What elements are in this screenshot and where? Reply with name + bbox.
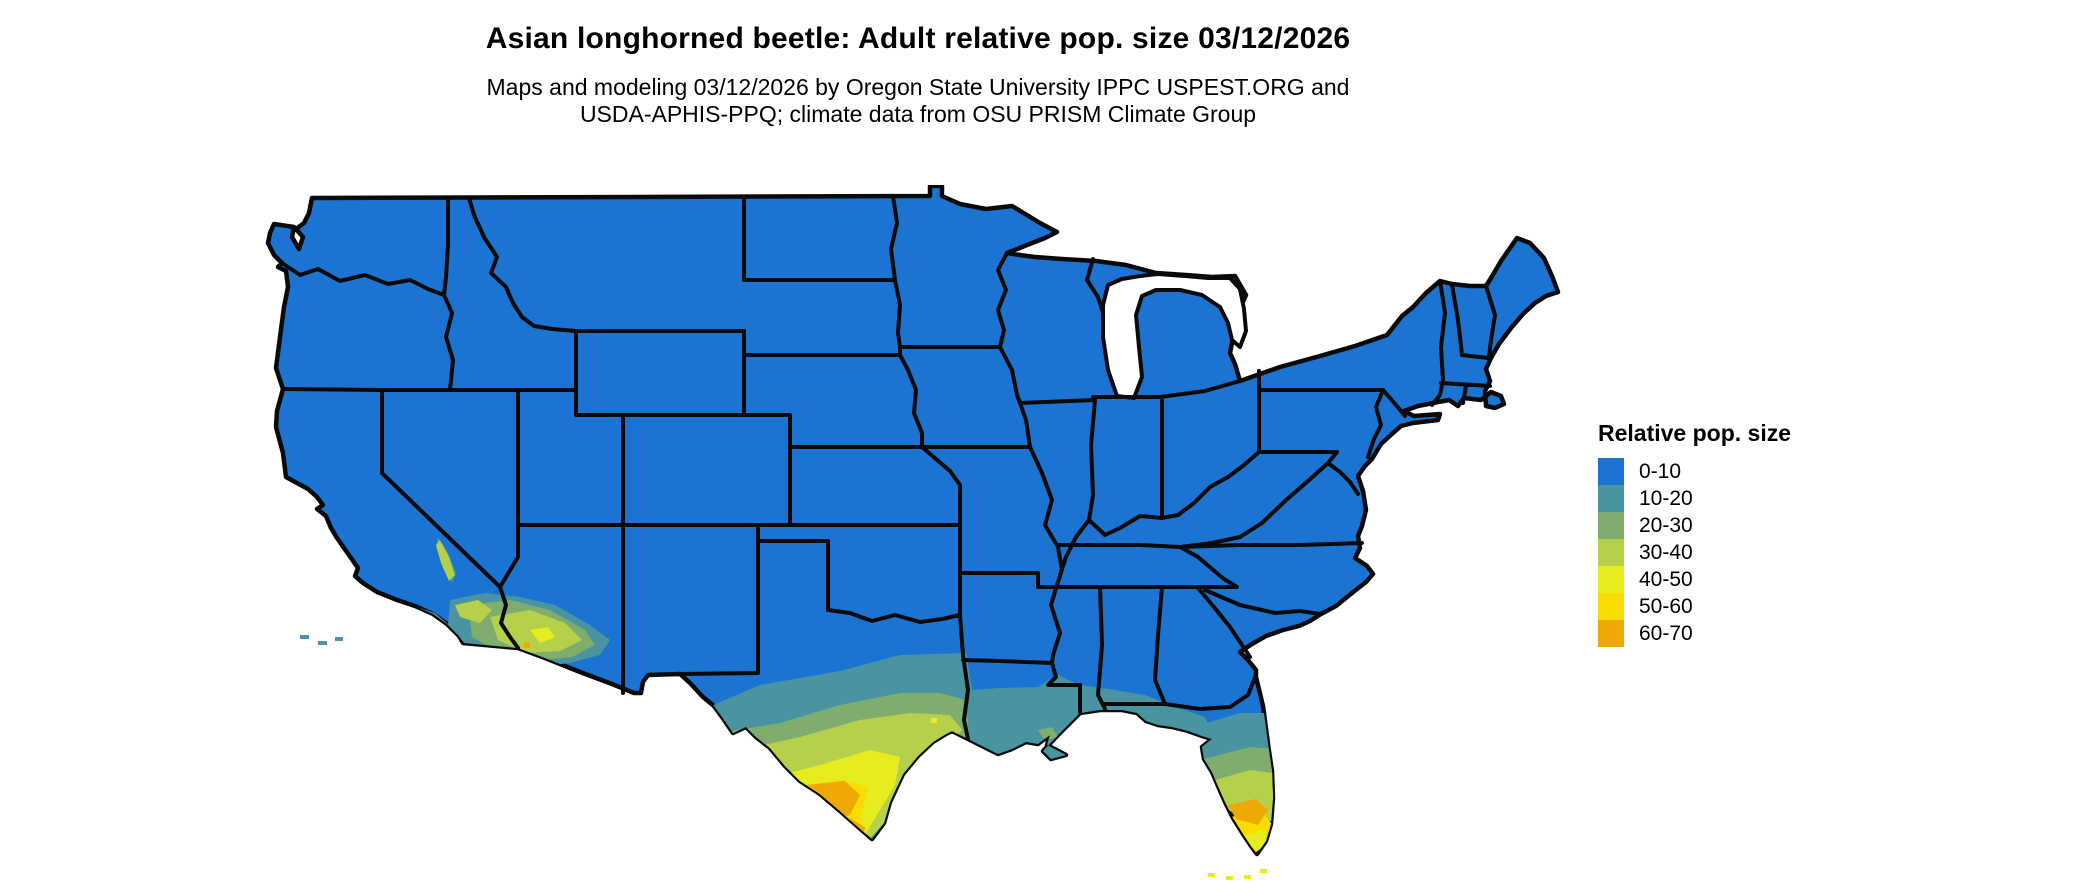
legend-label: 50-60 bbox=[1639, 594, 1693, 618]
patch-yg-socal bbox=[455, 600, 492, 623]
legend-swatch bbox=[1598, 485, 1624, 512]
patch-green-delta bbox=[1038, 727, 1058, 741]
legend-swatch bbox=[1598, 593, 1624, 620]
legend-title: Relative pop. size bbox=[1598, 420, 1792, 446]
us-map-svg bbox=[265, 183, 1561, 880]
florida-keys-dot bbox=[1226, 876, 1233, 880]
legend-swatch bbox=[1598, 458, 1624, 485]
channel-island-dot bbox=[300, 635, 309, 639]
legend-item: 60-70 bbox=[1598, 620, 1928, 647]
subtitle-line-1: Maps and modeling 03/12/2026 by Oregon S… bbox=[486, 74, 1350, 100]
lake-michigan-huron bbox=[1101, 272, 1248, 400]
patch-orange-arizona-dot bbox=[524, 642, 530, 648]
legend-item: 20-30 bbox=[1598, 512, 1928, 539]
page-subtitle: Maps and modeling 03/12/2026 by Oregon S… bbox=[218, 74, 1618, 128]
us-risk-map bbox=[200, 183, 1570, 885]
legend-swatch bbox=[1598, 620, 1624, 647]
legend-label: 40-50 bbox=[1639, 567, 1693, 591]
patch-yellow-coast-speck bbox=[931, 718, 937, 723]
channel-island-dot bbox=[335, 637, 343, 641]
state-borders bbox=[280, 194, 1497, 741]
legend-swatch bbox=[1598, 566, 1624, 593]
channel-island-dot bbox=[318, 641, 327, 645]
legend-item: 10-20 bbox=[1598, 485, 1928, 512]
legend-swatch bbox=[1598, 512, 1624, 539]
florida-keys-dot bbox=[1260, 869, 1267, 873]
legend-items: 0-10 10-20 20-30 30-40 40-50 50-60 60-70 bbox=[1598, 458, 1928, 647]
legend-item: 50-60 bbox=[1598, 593, 1928, 620]
legend-item: 30-40 bbox=[1598, 539, 1928, 566]
offshore-specks bbox=[300, 635, 1267, 880]
legend-label: 60-70 bbox=[1639, 621, 1693, 645]
legend: Relative pop. size 0-10 10-20 20-30 30-40 40… bbox=[1598, 420, 1928, 647]
patch-green-delta-2 bbox=[1062, 741, 1072, 751]
legend-label: 30-40 bbox=[1639, 540, 1693, 564]
legend-label: 0-10 bbox=[1639, 459, 1682, 483]
florida-keys-dot bbox=[1208, 873, 1215, 877]
legend-label: 10-20 bbox=[1639, 486, 1693, 510]
patch-yellow-arizona bbox=[530, 627, 555, 643]
page-title: Asian longhorned beetle: Adult relative … bbox=[485, 22, 1351, 55]
patch-orange-florida bbox=[1228, 799, 1268, 825]
patch-yg-death-valley bbox=[436, 540, 455, 581]
legend-label: 20-30 bbox=[1639, 513, 1693, 537]
legend-item: 40-50 bbox=[1598, 566, 1928, 593]
florida-keys-dot bbox=[1244, 875, 1251, 879]
subtitle-line-2: USDA-APHIS-PPQ; climate data from OSU PR… bbox=[579, 101, 1257, 127]
legend-item: 0-10 bbox=[1598, 458, 1928, 485]
legend-swatch bbox=[1598, 539, 1624, 566]
